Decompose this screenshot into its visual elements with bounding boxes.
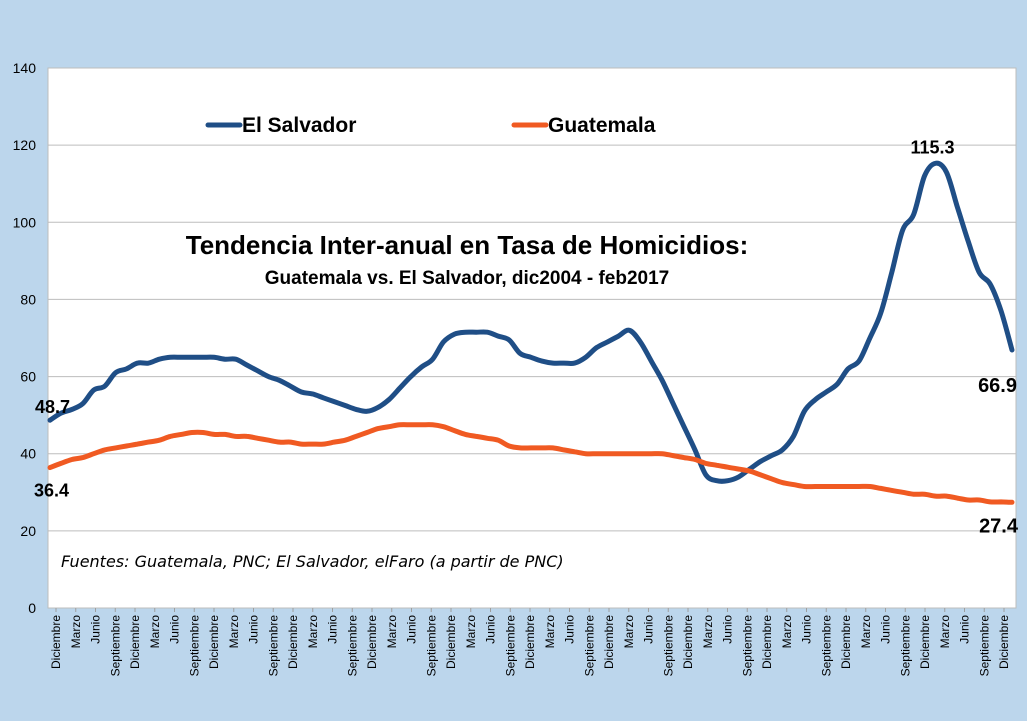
x-tick-label: Diciembre [918, 615, 932, 669]
gridlines [48, 144, 1016, 532]
data-label: 66.9 [978, 375, 1017, 397]
x-tick-label: Septiembre [266, 615, 280, 677]
x-tick-label: Diciembre [128, 615, 142, 669]
x-tick-label: Septiembre [898, 615, 912, 677]
x-tick-label: Marzo [938, 615, 952, 649]
x-tick-label: Marzo [306, 615, 320, 649]
x-tick-label: Marzo [227, 615, 241, 649]
x-tick-label: Marzo [622, 615, 636, 649]
x-tick-label: Junio [879, 615, 893, 644]
x-tick-label: Junio [405, 615, 419, 644]
x-tick-label: Diciembre [839, 615, 853, 669]
chart-title: Tendencia Inter-anual en Tasa de Homicid… [186, 230, 749, 260]
x-tick-label: Septiembre [661, 615, 675, 677]
x-tick-label: Junio [326, 615, 340, 644]
x-tick-label: Diciembre [365, 615, 379, 669]
series-line-el-salvador [47, 160, 1015, 484]
x-tick-label: Septiembre [582, 615, 596, 677]
data-label: 48.7 [35, 397, 70, 417]
x-tick-label: Diciembre [207, 615, 221, 669]
y-tick-label: 80 [20, 291, 36, 307]
x-tick-label: Marzo [780, 615, 794, 649]
x-tick-label: Junio [958, 615, 972, 644]
y-tick-label: 0 [28, 600, 36, 616]
x-tick-label: Junio [642, 615, 656, 644]
y-tick-label: 100 [13, 214, 37, 230]
chart-subtitle: Guatemala vs. El Salvador, dic2004 - feb… [265, 268, 670, 289]
x-tick-label: Junio [800, 615, 814, 644]
x-axis: Diciembre Marzo Junio Septiembre Diciembre Ma… [49, 608, 1011, 676]
data-label: 36.4 [34, 481, 69, 501]
x-tick-label: Junio [168, 615, 182, 644]
x-tick-label: Junio [89, 615, 103, 644]
x-tick-label: Diciembre [681, 615, 695, 669]
x-tick-label: Junio [247, 615, 261, 644]
source-note: Fuentes: Guatemala, PNC; El Salvador, el… [61, 552, 564, 571]
x-tick-label: Marzo [464, 615, 478, 649]
x-tick-label: Septiembre [977, 615, 991, 677]
y-tick-label: 60 [20, 369, 36, 385]
y-tick-label: 40 [20, 446, 36, 462]
y-tick-label: 20 [20, 523, 36, 539]
legend-label-el-salvador: El Salvador [242, 114, 356, 137]
series-line-guatemala [47, 422, 1015, 505]
x-tick-label: Septiembre [424, 615, 438, 677]
x-tick-label: Marzo [701, 615, 715, 649]
x-tick-label: Diciembre [602, 615, 616, 669]
x-tick-label: Marzo [385, 615, 399, 649]
y-axis: 0 20 40 60 80 100 120 140 [13, 60, 37, 616]
x-tick-label: Junio [484, 615, 498, 644]
x-tick-label: Septiembre [740, 615, 754, 677]
y-tick-label: 140 [13, 60, 37, 76]
x-tick-label: Diciembre [760, 615, 774, 669]
data-label: 27.4 [979, 515, 1019, 537]
x-tick-label: Junio [563, 615, 577, 644]
x-tick-label: Marzo [859, 615, 873, 649]
x-tick-label: Septiembre [819, 615, 833, 677]
y-tick-label: 120 [13, 137, 37, 153]
data-labels: 48.7 115.3 66.9 36.4 27.4 [34, 137, 1019, 537]
x-tick-label: Marzo [69, 615, 83, 649]
plot-area [47, 67, 1017, 609]
x-tick-label: Diciembre [997, 615, 1011, 669]
x-tick-label: Diciembre [444, 615, 458, 669]
data-label: 115.3 [910, 137, 954, 157]
legend: El Salvador Guatemala [205, 114, 656, 137]
legend-label-guatemala: Guatemala [548, 114, 656, 137]
x-tick-label: Marzo [543, 615, 557, 649]
x-tick-label: Marzo [148, 615, 162, 649]
x-tick-label: Septiembre [108, 615, 122, 677]
x-tick-label: Diciembre [49, 615, 63, 669]
x-tick-label: Septiembre [345, 615, 359, 677]
x-tick-label: Diciembre [523, 615, 537, 669]
x-tick-label: Diciembre [286, 615, 300, 669]
x-tick-label: Septiembre [187, 615, 201, 677]
series-lines [47, 160, 1015, 505]
x-tick-label: Junio [721, 615, 735, 644]
x-tick-label: Septiembre [503, 615, 517, 677]
